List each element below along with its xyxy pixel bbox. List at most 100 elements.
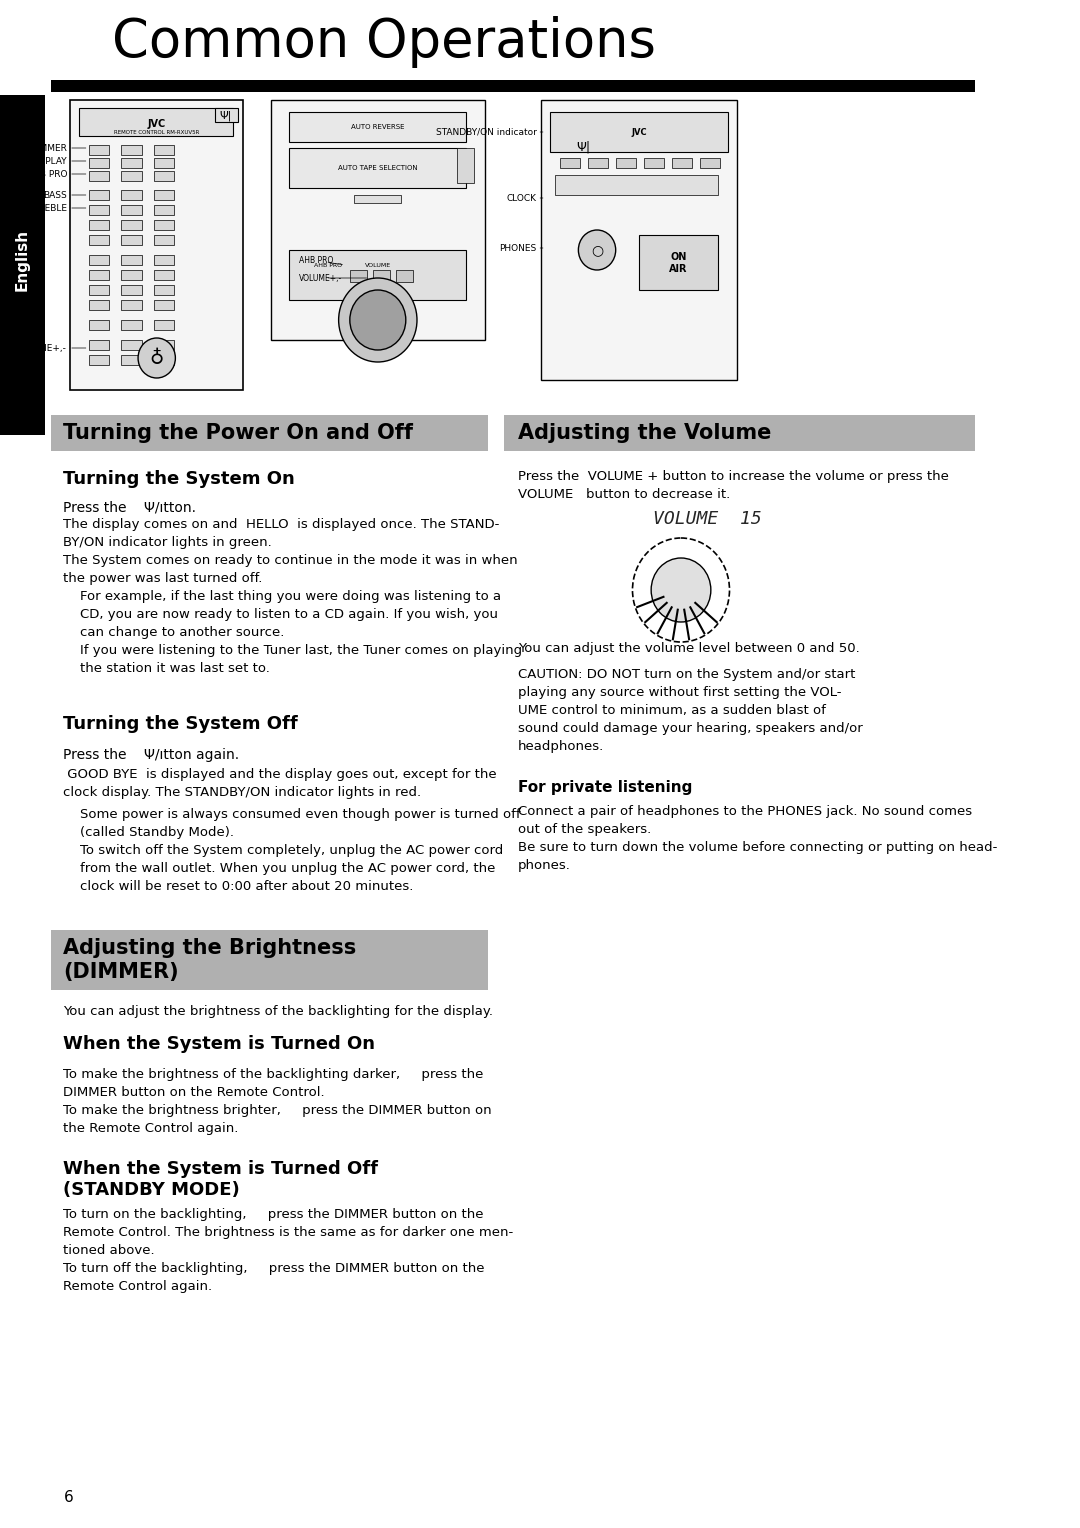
Bar — [154, 189, 175, 200]
Bar — [121, 319, 141, 330]
Bar — [79, 108, 233, 136]
Bar — [700, 157, 720, 168]
Text: Press the    Ψ/ıtton again.: Press the Ψ/ıtton again. — [64, 749, 240, 762]
Bar — [70, 99, 243, 390]
Text: DIMMER: DIMMER — [30, 144, 67, 153]
Bar — [154, 270, 175, 280]
Bar — [89, 354, 109, 365]
Bar — [541, 99, 737, 380]
Bar — [154, 145, 175, 154]
Text: To turn on the backlighting,     press the DIMMER button on the
Remote Control. : To turn on the backlighting, press the D… — [64, 1209, 514, 1293]
Text: 6: 6 — [64, 1490, 73, 1505]
Text: Adjusting the Brightness
(DIMMER): Adjusting the Brightness (DIMMER) — [64, 938, 356, 981]
Text: AUTO REVERSE: AUTO REVERSE — [351, 124, 405, 130]
Bar — [121, 299, 141, 310]
Bar — [154, 220, 175, 231]
Bar — [639, 235, 718, 290]
Text: CLOCK: CLOCK — [507, 194, 537, 203]
Bar — [89, 299, 109, 310]
Bar — [121, 171, 141, 180]
Bar — [121, 205, 141, 215]
Bar — [374, 270, 390, 283]
Bar — [289, 251, 467, 299]
Text: VOLUME: VOLUME — [365, 263, 391, 267]
Bar — [555, 176, 718, 196]
Text: VOLUME+,-: VOLUME+,- — [16, 344, 67, 353]
Text: STANDBY/ON indicator: STANDBY/ON indicator — [435, 127, 537, 136]
Text: You can adjust the volume level between 0 and 50.: You can adjust the volume level between … — [517, 642, 860, 656]
Text: English: English — [15, 229, 30, 290]
Bar — [154, 235, 175, 244]
Bar — [350, 270, 366, 283]
Bar — [154, 286, 175, 295]
Bar — [121, 235, 141, 244]
Text: VOLUME+,-: VOLUME+,- — [298, 274, 341, 283]
Bar — [89, 319, 109, 330]
Text: Ψ|: Ψ| — [219, 110, 232, 121]
Text: ♁: ♁ — [150, 348, 164, 368]
Text: You can adjust the brightness of the backlighting for the display.: You can adjust the brightness of the bac… — [64, 1005, 494, 1018]
Bar — [588, 157, 608, 168]
Bar — [121, 341, 141, 350]
Bar — [121, 189, 141, 200]
Bar — [503, 416, 975, 451]
Bar — [89, 270, 109, 280]
Bar — [289, 148, 467, 188]
Bar — [154, 299, 175, 310]
Text: Ψ|: Ψ| — [576, 141, 590, 153]
Text: DISPLAY: DISPLAY — [30, 156, 67, 165]
Text: For private listening: For private listening — [517, 779, 692, 795]
Text: Connect a pair of headphones to the PHONES jack. No sound comes
out of the speak: Connect a pair of headphones to the PHON… — [517, 805, 997, 872]
Text: GOOD BYE  is displayed and the display goes out, except for the
clock display. T: GOOD BYE is displayed and the display go… — [64, 769, 497, 799]
Text: Turning the Power On and Off: Turning the Power On and Off — [64, 423, 414, 443]
Bar — [89, 341, 109, 350]
Text: AHB PRO: AHB PRO — [298, 255, 333, 264]
Bar — [52, 79, 975, 92]
Text: Turning the System On: Turning the System On — [64, 471, 295, 487]
Text: AUTO TAPE SELECTION: AUTO TAPE SELECTION — [338, 165, 418, 171]
Bar — [89, 189, 109, 200]
Text: BASS: BASS — [43, 191, 67, 200]
Text: ON
AIR: ON AIR — [669, 252, 688, 274]
Bar — [289, 112, 467, 142]
Bar — [52, 416, 488, 451]
Bar — [270, 99, 485, 341]
Text: CAUTION: DO NOT turn on the System and/or start
playing any source without first: CAUTION: DO NOT turn on the System and/o… — [517, 668, 863, 753]
Text: TREBLE: TREBLE — [33, 203, 67, 212]
Bar — [121, 220, 141, 231]
Bar — [89, 255, 109, 264]
Bar — [559, 157, 580, 168]
Text: Common Operations: Common Operations — [112, 15, 656, 69]
Text: Adjusting the Volume: Adjusting the Volume — [517, 423, 771, 443]
Bar — [121, 255, 141, 264]
Text: JVC: JVC — [148, 119, 166, 128]
Text: Press the    Ψ/ıtton.: Press the Ψ/ıtton. — [64, 500, 197, 513]
Bar — [89, 220, 109, 231]
Text: Turning the System Off: Turning the System Off — [64, 715, 298, 733]
Bar — [154, 255, 175, 264]
Bar — [121, 354, 141, 365]
Bar — [354, 196, 401, 203]
Text: To make the brightness of the backlighting darker,     press the
DIMMER button o: To make the brightness of the backlighti… — [64, 1068, 492, 1135]
Bar — [616, 157, 636, 168]
Text: AHB PRO: AHB PRO — [314, 263, 342, 267]
Text: Press the  VOLUME + button to increase the volume or press the
VOLUME   button t: Press the VOLUME + button to increase th… — [517, 471, 948, 501]
Bar — [215, 108, 238, 122]
Bar — [0, 95, 44, 435]
Text: Some power is always consumed even though power is turned off
    (called Standb: Some power is always consumed even thoug… — [64, 808, 521, 892]
Text: PHONES: PHONES — [499, 243, 537, 252]
Circle shape — [350, 290, 406, 350]
Text: VOLUME  15: VOLUME 15 — [653, 510, 761, 529]
Bar — [154, 354, 175, 365]
Bar — [551, 112, 728, 151]
Circle shape — [651, 558, 711, 622]
Text: The display comes on and  HELLO  is displayed once. The STAND-
BY/ON indicator l: The display comes on and HELLO is displa… — [64, 518, 518, 585]
Bar — [121, 145, 141, 154]
Bar — [89, 286, 109, 295]
Bar — [89, 145, 109, 154]
Text: When the System is Turned Off
(STANDBY MODE): When the System is Turned Off (STANDBY M… — [64, 1160, 378, 1199]
Text: When the System is Turned On: When the System is Turned On — [64, 1034, 376, 1053]
Text: ○: ○ — [591, 243, 603, 257]
Text: REMOTE CONTROL RM-RXUV5R: REMOTE CONTROL RM-RXUV5R — [114, 130, 200, 134]
Bar — [644, 157, 664, 168]
